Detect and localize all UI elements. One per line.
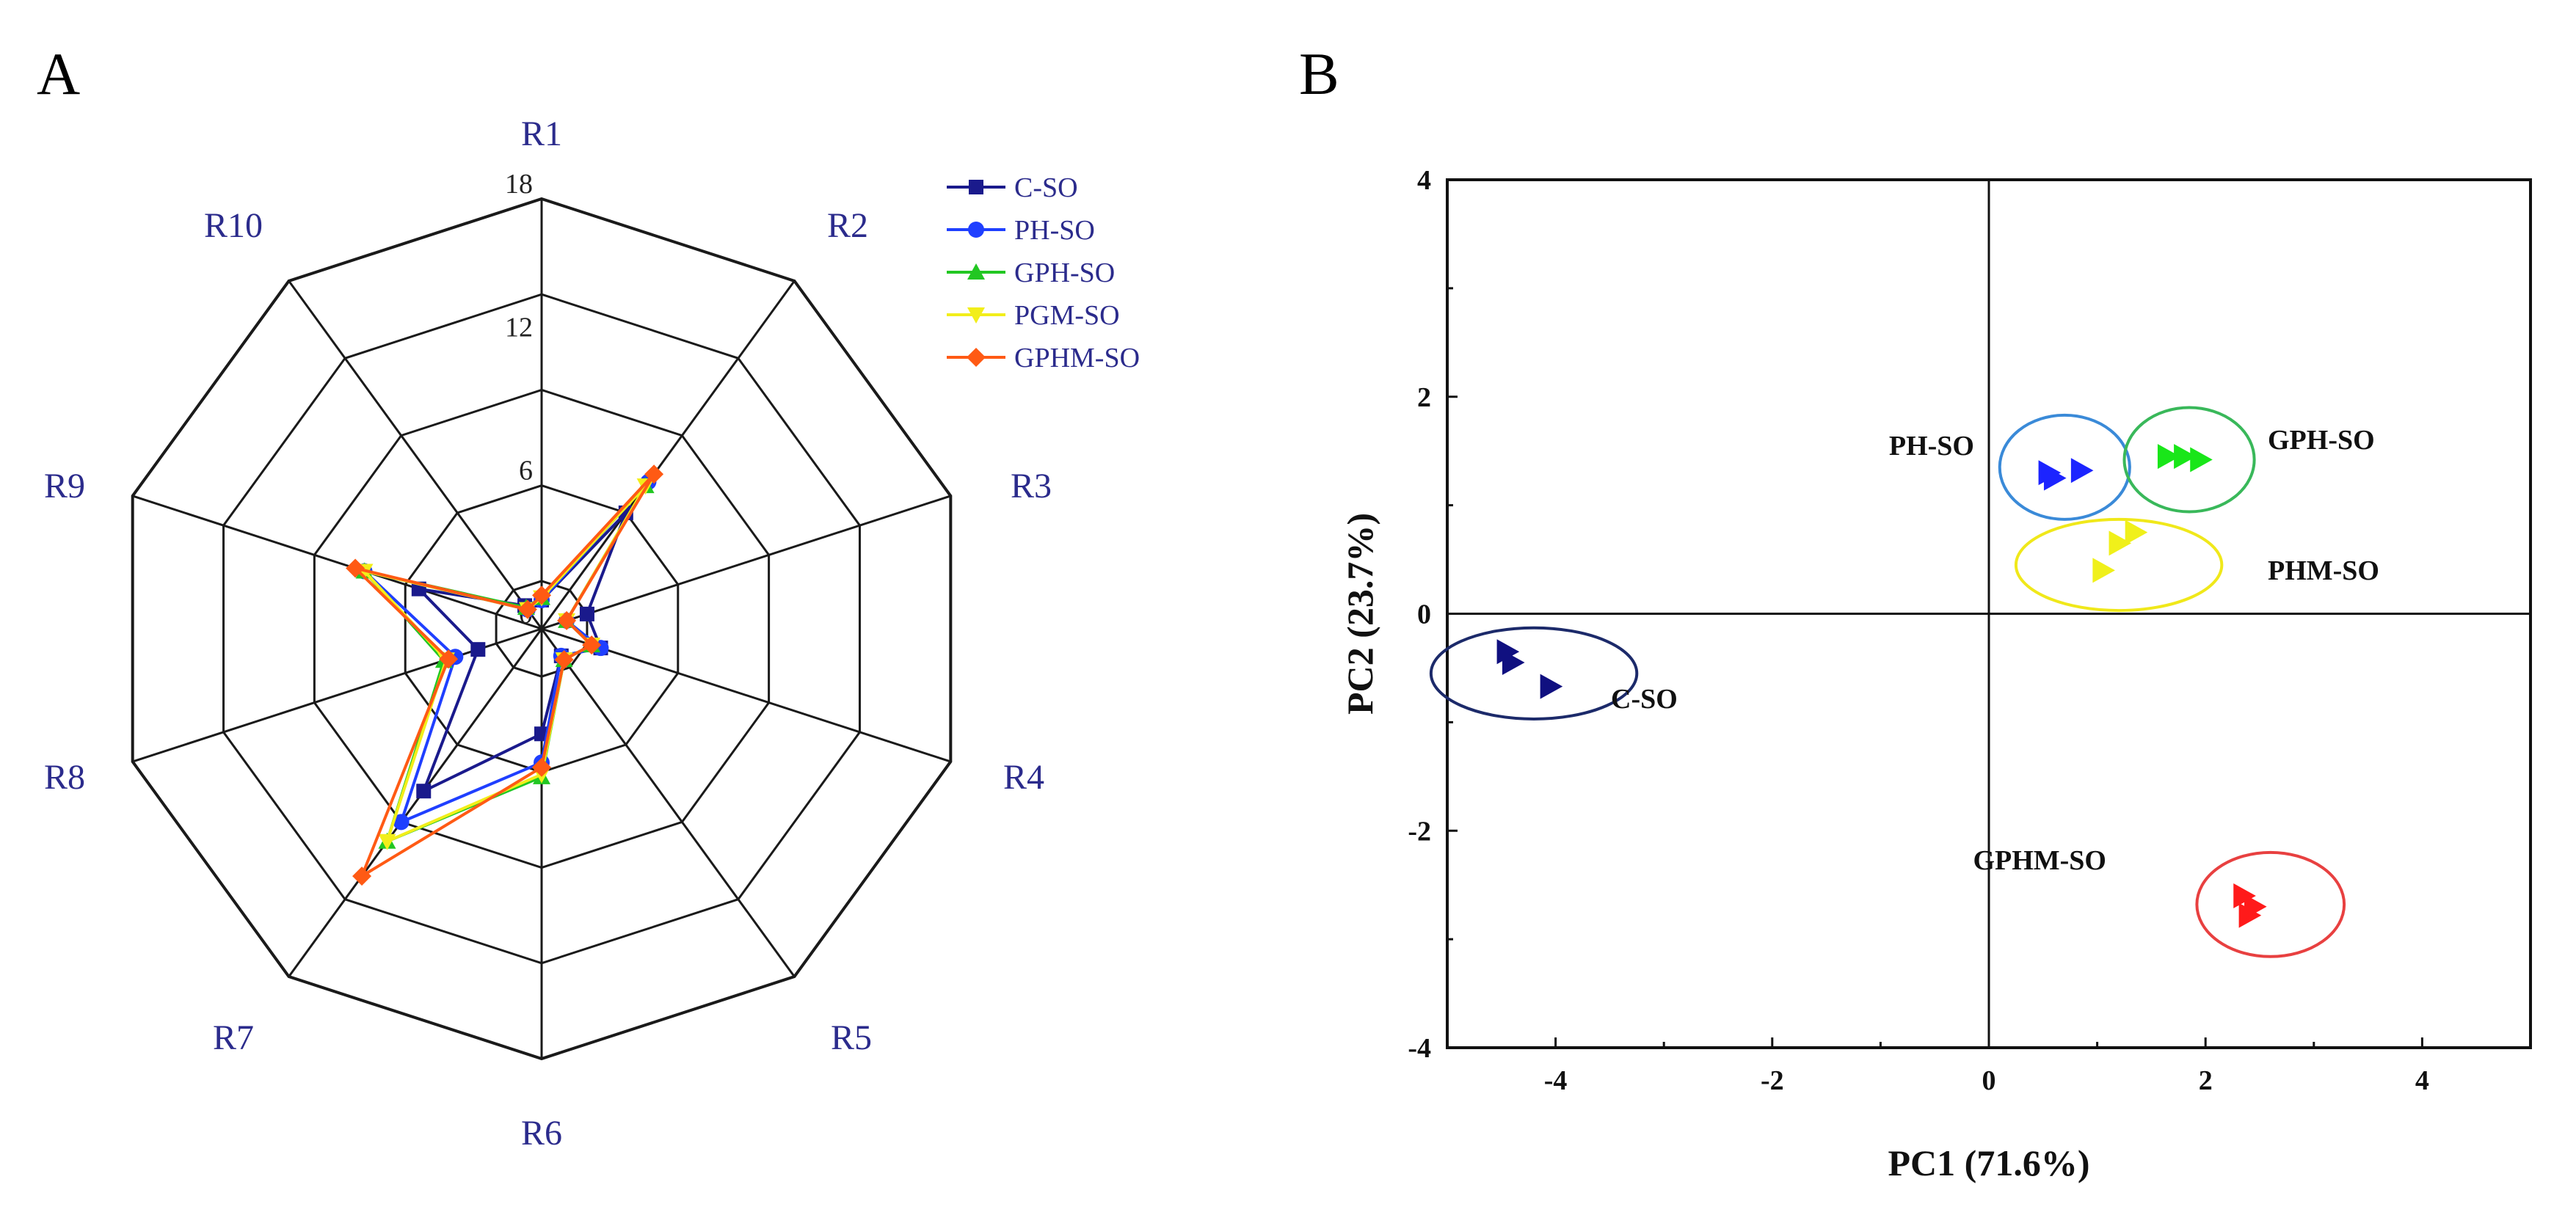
radar-axis-label-r6: R6 bbox=[521, 1114, 562, 1153]
group-ellipse bbox=[2014, 517, 2224, 613]
group-phm-so: PHM-SO bbox=[2014, 517, 2379, 613]
x-tick-label: 4 bbox=[2415, 1065, 2429, 1096]
y-tick-label: 0 bbox=[1417, 599, 1431, 630]
radar-data-point bbox=[582, 635, 602, 655]
legend-marker bbox=[969, 180, 983, 194]
radar-axis-label-r1: R1 bbox=[521, 114, 562, 153]
group-label: C-SO bbox=[1611, 684, 1678, 715]
data-point bbox=[2174, 444, 2197, 470]
radar-spoke bbox=[288, 280, 543, 630]
group-label: GPH-SO bbox=[2268, 425, 2375, 456]
group-ellipse bbox=[1998, 413, 2131, 521]
panel-label-b: B bbox=[1299, 40, 1339, 107]
y-tick-label: -2 bbox=[1408, 816, 1431, 847]
group-label: GPHM-SO bbox=[1973, 845, 2106, 876]
data-point bbox=[2190, 447, 2213, 472]
pca-scatter-chart: -4 -2 0 2 4 -4 -2 0 2 4 PC1 (71.6%) PC2 (23.7%) C-SO… bbox=[1339, 165, 2532, 1183]
data-point bbox=[2157, 444, 2180, 470]
y-axis-title: PC2 (23.7%) bbox=[1339, 513, 1380, 715]
radar-data-point bbox=[352, 866, 372, 886]
legend-marker bbox=[968, 222, 984, 238]
radar-data-point bbox=[579, 606, 594, 621]
x-tick-label: 0 bbox=[1982, 1065, 1996, 1096]
data-point bbox=[2125, 519, 2148, 545]
y-tick-label: 4 bbox=[1417, 165, 1431, 196]
radar-data-point bbox=[346, 558, 365, 578]
radar-data-point bbox=[416, 784, 432, 799]
data-point bbox=[2092, 558, 2115, 583]
radar-spoke bbox=[541, 495, 951, 630]
group-ellipse bbox=[1429, 626, 1639, 720]
group-gphm-so: GPHM-SO bbox=[1973, 845, 2346, 958]
radar-data-point bbox=[470, 642, 486, 657]
radar-data-point bbox=[557, 610, 577, 630]
legend-label: C-SO bbox=[1014, 172, 1078, 203]
radar-data-point bbox=[393, 814, 410, 831]
radar-data-point bbox=[644, 464, 664, 484]
group-ellipse bbox=[2122, 406, 2256, 514]
radar-axis-label-r8: R8 bbox=[44, 758, 85, 797]
radar-data-point bbox=[532, 585, 551, 605]
y-tick-label: -4 bbox=[1408, 1033, 1431, 1064]
radar-axis-label-r4: R4 bbox=[1003, 758, 1044, 797]
radar-axis-label-r10: R10 bbox=[204, 206, 263, 245]
radar-series-gphm-so bbox=[346, 464, 664, 886]
radar-chart: 061218R1R2R3R4R5R6R7R8R9R10 bbox=[44, 114, 1052, 1153]
group-c-so: C-SO bbox=[1429, 626, 1678, 720]
group-ellipse bbox=[2195, 850, 2346, 958]
radar-spoke bbox=[541, 627, 951, 763]
data-point bbox=[1540, 674, 1563, 699]
group-label: PHM-SO bbox=[2268, 555, 2379, 586]
radar-ring-tick-label: 18 bbox=[505, 169, 533, 200]
data-point bbox=[2109, 530, 2132, 556]
group-label: PH-SO bbox=[1889, 431, 1974, 461]
radar-data-point bbox=[378, 833, 396, 850]
legend-label: GPHM-SO bbox=[1014, 343, 1140, 373]
radar-spoke bbox=[540, 280, 796, 630]
radar-axis-label-r7: R7 bbox=[213, 1018, 254, 1057]
radar-data-point bbox=[554, 650, 574, 670]
group-gph-so: GPH-SO bbox=[2122, 406, 2375, 514]
radar-axis-label-r2: R2 bbox=[827, 206, 868, 245]
x-tick-label: -2 bbox=[1761, 1065, 1784, 1096]
data-point bbox=[2070, 458, 2094, 484]
radar-spoke bbox=[288, 628, 543, 977]
x-axis-title: PC1 (71.6%) bbox=[1888, 1142, 2090, 1183]
data-point bbox=[2244, 894, 2267, 919]
radar-series-gph-so bbox=[355, 477, 655, 849]
radar-data-point bbox=[517, 599, 537, 619]
data-point bbox=[1502, 650, 1525, 676]
legend-marker bbox=[967, 307, 985, 324]
legend-label: PH-SO bbox=[1014, 215, 1095, 246]
legend-marker bbox=[967, 348, 986, 367]
panel-label-a: A bbox=[37, 40, 80, 107]
data-point bbox=[2043, 465, 2067, 491]
legend-label: GPH-SO bbox=[1014, 258, 1115, 288]
group-ph-so: PH-SO bbox=[1889, 413, 2131, 521]
radar-axis-label-r9: R9 bbox=[44, 467, 85, 506]
radar-legend: C-SO PH-SO GPH-SO PGM-SO GPHM-SO bbox=[947, 172, 1140, 373]
radar-spoke bbox=[132, 495, 542, 630]
radar-ring-tick-label: 6 bbox=[519, 456, 533, 486]
x-tick-label: -4 bbox=[1544, 1065, 1568, 1096]
radar-axis-label-r5: R5 bbox=[831, 1018, 872, 1057]
legend-label: PGM-SO bbox=[1014, 300, 1120, 331]
y-tick-label: 2 bbox=[1417, 382, 1431, 413]
legend-marker bbox=[967, 263, 985, 280]
radar-data-point bbox=[532, 757, 551, 777]
x-tick-label: 2 bbox=[2199, 1065, 2213, 1096]
radar-axis-label-r3: R3 bbox=[1011, 467, 1052, 506]
radar-data-point bbox=[439, 649, 459, 669]
radar-spoke bbox=[540, 628, 796, 977]
radar-ring-tick-label: 12 bbox=[505, 312, 533, 343]
